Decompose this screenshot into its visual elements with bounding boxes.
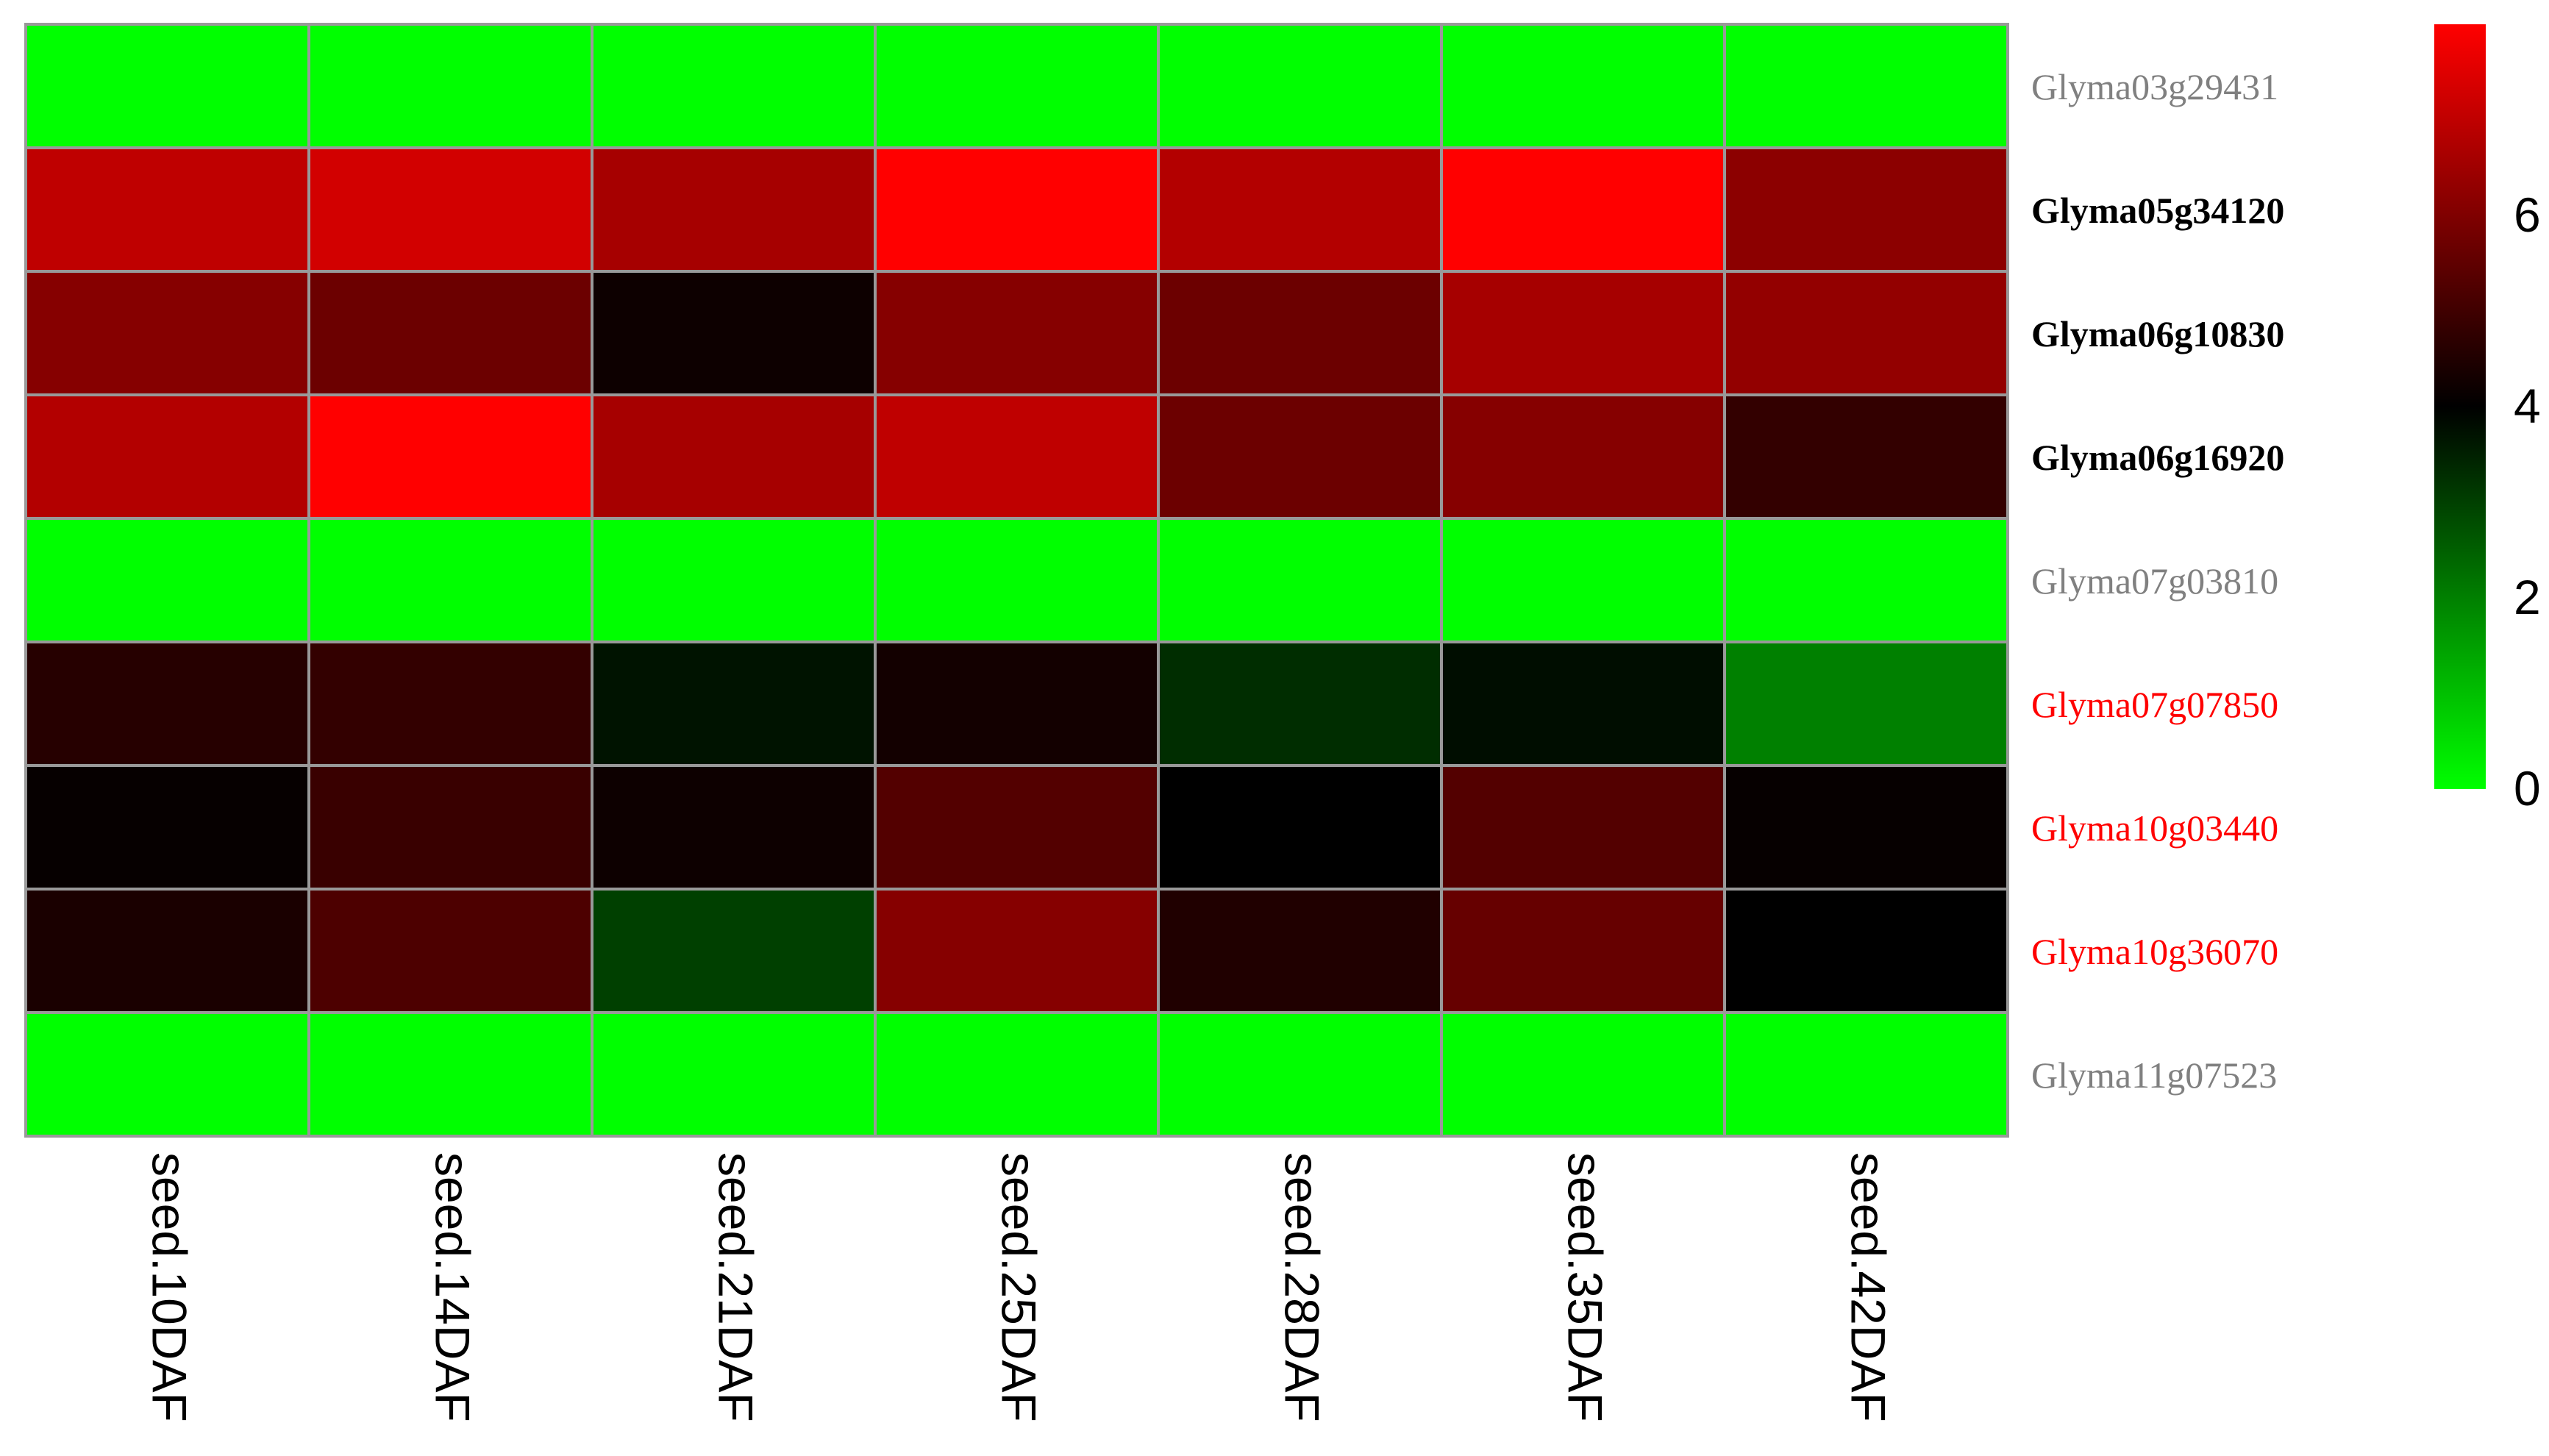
column-label: seed.21DAF: [709, 1152, 763, 1422]
heatmap-cell: [24, 270, 310, 396]
heatmap-cell: [591, 888, 877, 1014]
heatmap-cell: [307, 23, 593, 149]
heatmap-cell: [1723, 270, 2009, 396]
column-label: seed.10DAF: [143, 1152, 197, 1422]
heatmap-cell: [874, 888, 1160, 1014]
heatmap-cell: [874, 23, 1160, 149]
heatmap-cell: [1723, 146, 2009, 273]
heatmap-cell: [1157, 146, 1443, 273]
heatmap-cell: [307, 517, 593, 643]
heatmap-cell: [24, 640, 310, 767]
heatmap-cell: [1157, 270, 1443, 396]
heatmap-cell: [591, 517, 877, 643]
heatmap-cell: [591, 146, 877, 273]
row-label: Glyma07g03810: [2031, 560, 2278, 602]
row-labels: Glyma03g29431 Glyma05g34120 Glyma06g10830 G…: [2031, 66, 2284, 1096]
heatmap-cell: [1157, 1011, 1443, 1138]
heatmap-cell: [591, 393, 877, 520]
heatmap-cell: [1440, 23, 1726, 149]
heatmap-cell: [1157, 23, 1443, 149]
heatmap-cell: [874, 764, 1160, 891]
heatmap-cell: [874, 393, 1160, 520]
heatmap-cell: [591, 23, 877, 149]
color-scale-tick-label: 0: [2514, 761, 2541, 816]
row-label: Glyma06g10830: [2031, 313, 2284, 354]
heatmap-cell: [1440, 640, 1726, 767]
color-scale-tick-label: 2: [2514, 570, 2541, 624]
heatmap-cell: [1723, 23, 2009, 149]
row-label: Glyma07g07850: [2031, 684, 2278, 725]
row-label: Glyma06g16920: [2031, 437, 2284, 478]
heatmap-cell: [591, 764, 877, 891]
color-scale-bar: [2434, 24, 2486, 789]
heatmap-cell: [591, 1011, 877, 1138]
heatmap-cell: [874, 640, 1160, 767]
heatmap-cell: [307, 270, 593, 396]
color-scale-tick-label: 4: [2514, 379, 2541, 433]
column-label: seed.35DAF: [1558, 1152, 1613, 1422]
heatmap-cell: [24, 146, 310, 273]
column-labels: seed.10DAF seed.14DAF seed.21DAF seed.25DAF…: [143, 1152, 1896, 1422]
column-label: seed.14DAF: [426, 1152, 480, 1422]
heatmap-cell: [1440, 764, 1726, 891]
column-label: seed.28DAF: [1275, 1152, 1330, 1422]
color-scale-legend: 0 2 4 6: [2434, 24, 2541, 816]
heatmap-cell: [1440, 517, 1726, 643]
heatmap-cell: [307, 393, 593, 520]
heatmap-cell: [1723, 640, 2009, 767]
row-label: Glyma10g36070: [2031, 931, 2278, 972]
heatmap-cell: [1723, 393, 2009, 520]
row-label: Glyma03g29431: [2031, 66, 2278, 107]
heatmap-cell: [1157, 764, 1443, 891]
color-scale-tick-label: 6: [2514, 188, 2541, 242]
heatmap-cells: [24, 23, 2009, 1138]
column-label: seed.25DAF: [992, 1152, 1047, 1422]
column-label: seed.42DAF: [1842, 1152, 1896, 1422]
heatmap-cell: [591, 270, 877, 396]
heatmap-cell: [307, 146, 593, 273]
heatmap-cell: [24, 517, 310, 643]
heatmap-cell: [874, 146, 1160, 273]
heatmap-cell: [307, 640, 593, 767]
heatmap-cell: [24, 23, 310, 149]
heatmap-cell: [1440, 1011, 1726, 1138]
heatmap-cell: [1440, 146, 1726, 273]
heatmap-cell: [1723, 764, 2009, 891]
row-label: Glyma10g03440: [2031, 807, 2278, 849]
heatmap-cell: [24, 764, 310, 891]
heatmap-cell: [24, 888, 310, 1014]
heatmap-cell: [1723, 517, 2009, 643]
heatmap-cell: [1157, 517, 1443, 643]
heatmap-cell: [307, 764, 593, 891]
heatmap-cell: [1157, 393, 1443, 520]
heatmap-cell: [1440, 393, 1726, 520]
heatmap-cell: [24, 1011, 310, 1138]
heatmap-cell: [1723, 888, 2009, 1014]
heatmap-cell: [874, 1011, 1160, 1138]
row-label: Glyma11g07523: [2031, 1054, 2277, 1096]
heatmap-cell: [24, 393, 310, 520]
heatmap-cell: [874, 270, 1160, 396]
heatmap-cell: [874, 517, 1160, 643]
heatmap-cell: [307, 1011, 593, 1138]
heatmap-cell: [1440, 270, 1726, 396]
heatmap-cell: [1157, 640, 1443, 767]
heatmap-cell: [307, 888, 593, 1014]
heatmap-cell: [1157, 888, 1443, 1014]
heatmap-cell: [1440, 888, 1726, 1014]
heatmap-cell: [1723, 1011, 2009, 1138]
row-label: Glyma05g34120: [2031, 190, 2284, 231]
heatmap-cell: [591, 640, 877, 767]
